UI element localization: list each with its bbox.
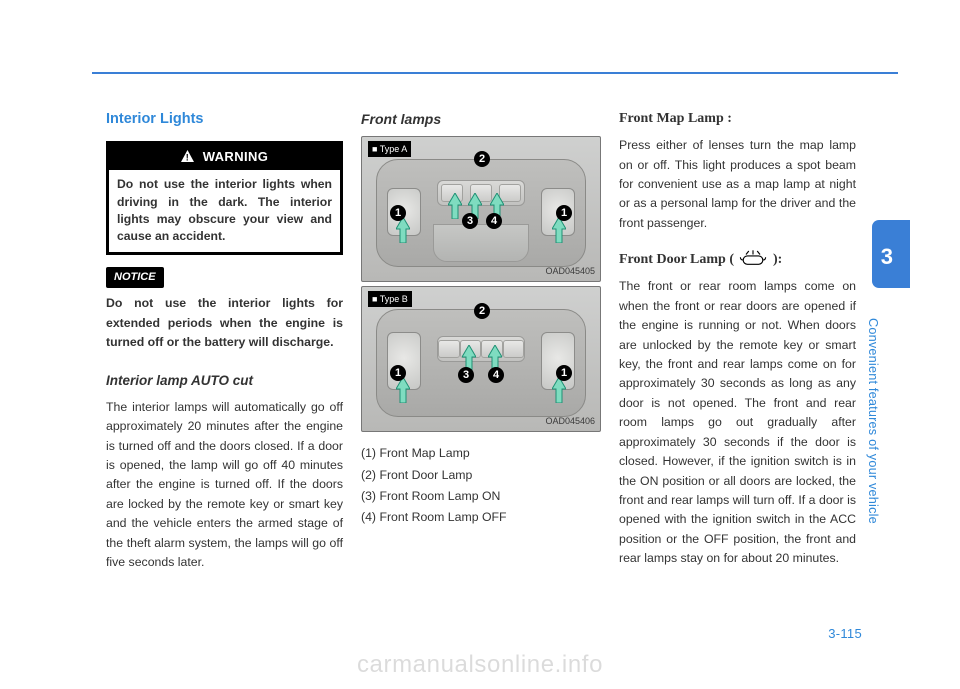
callout-1-left-b: 1 [390,365,406,381]
section-title: Interior Lights [106,108,343,131]
warning-header: ! WARNING [109,144,340,171]
arrow-left-b-icon [396,377,410,403]
front-door-head-post: ): [773,252,782,267]
list-item-2: (2) Front Door Lamp [361,466,601,485]
watermark: carmanualsonline.info [0,651,960,679]
front-map-lamp-body: Press either of lenses turn the map lamp… [619,136,856,233]
chapter-number: 3 [881,244,893,270]
callout-1-right-b: 1 [556,365,572,381]
front-door-head-pre: Front Door Lamp ( [619,252,734,267]
fig-b-code: OAD045406 [545,414,595,428]
figure-type-a: ■ Type A 1 1 2 3 4 OAD045405 [361,136,601,282]
list-item-3: (3) Front Room Lamp ON [361,487,601,506]
front-door-lamp-body: The front or rear room lamps come on whe… [619,277,856,568]
front-map-lamp-head: Front Map Lamp : [619,108,856,130]
callout-4: 4 [486,213,502,229]
figure-type-b: ■ Type B 1 1 2 3 4 OAD045406 [361,286,601,432]
arrow-c2-icon [448,193,462,219]
fig-b-control-row [437,336,525,362]
warning-body: Do not use the interior lights when driv… [109,170,340,251]
callout-2-b: 2 [474,303,490,319]
page-number: 3-115 [828,626,862,641]
page-columns: Interior Lights ! WARNING Do not use the… [106,108,856,573]
callout-3: 3 [462,213,478,229]
fig-a-storage [433,224,529,262]
warning-box: ! WARNING Do not use the interior lights… [106,141,343,255]
arrow-left-icon [396,217,410,243]
side-text: Convenient features of your vehicle [866,318,880,570]
front-door-lamp-head: Front Door Lamp ( ): [619,249,856,271]
svg-text:!: ! [185,152,188,162]
column-3: Front Map Lamp : Press either of lenses … [619,108,856,573]
callout-1-left: 1 [390,205,406,221]
fig-b-type-label: ■ Type B [368,291,412,307]
autocut-body: The interior lamps will automatically go… [106,398,343,573]
column-2: Front lamps ■ Type A 1 1 2 3 4 OAD045405 [361,108,601,573]
notice-badge: NOTICE [106,267,164,288]
list-item-1: (1) Front Map Lamp [361,444,601,463]
front-lamps-title: Front lamps [361,108,601,130]
fig-a-type-label: ■ Type A [368,141,411,157]
side-text-wrap: Convenient features of your vehicle [880,300,894,560]
list-item-4: (4) Front Room Lamp OFF [361,508,601,527]
fig-a-code: OAD045405 [545,264,595,278]
callout-1-right: 1 [556,205,572,221]
top-divider [92,72,898,74]
callout-2: 2 [474,151,490,167]
notice-text: Do not use the interior lights for exten… [106,294,343,352]
column-1: Interior Lights ! WARNING Do not use the… [106,108,343,573]
chapter-tab: 3 [872,220,910,288]
autocut-title: Interior lamp AUTO cut [106,370,343,391]
door-lamp-icon [739,249,767,267]
callout-3-b: 3 [458,367,474,383]
callout-4-b: 4 [488,367,504,383]
warning-triangle-icon: ! [181,150,198,165]
warning-header-label: WARNING [203,149,269,164]
